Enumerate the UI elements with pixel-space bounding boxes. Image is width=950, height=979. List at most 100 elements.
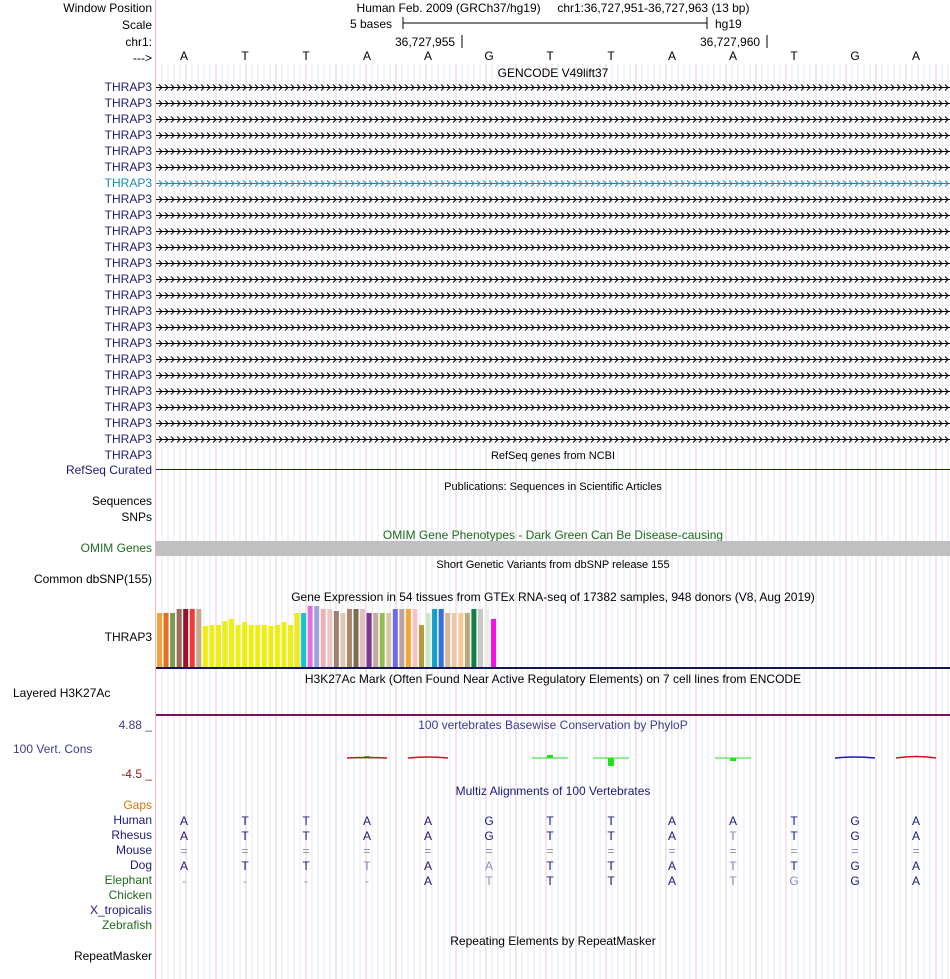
base-letter: G <box>484 49 494 63</box>
refseq-label[interactable]: RefSeq Curated <box>65 463 152 477</box>
gtex-tissue-bar <box>425 613 431 667</box>
scale-db: hg19 <box>715 17 742 31</box>
scale-ruler <box>402 17 768 48</box>
multiz-species-label[interactable]: Mouse <box>115 843 152 857</box>
gencode-transcript-label[interactable]: THRAP3 <box>104 144 152 158</box>
publications-snps-label[interactable]: SNPs <box>121 510 152 524</box>
gencode-transcript-label[interactable]: THRAP3 <box>104 336 152 350</box>
multiz-species-label[interactable]: Zebrafish <box>101 918 152 932</box>
multiz-base: T <box>790 859 798 873</box>
track-image[interactable]: Human Feb. 2009 (GRCh37/hg19) chr1:36,72… <box>156 0 950 979</box>
strand-chevrons <box>158 308 949 315</box>
gtex-tissue-bar <box>366 613 372 667</box>
gtex-tissue-bar <box>202 626 208 667</box>
phylop-curve <box>346 756 388 759</box>
gencode-transcript-label[interactable]: THRAP3 <box>104 96 152 110</box>
phylop-bar <box>547 755 553 758</box>
position-text: chr1:36,727,951-36,727,963 (13 bp) <box>557 1 750 15</box>
gencode-transcript-label[interactable]: THRAP3 <box>104 448 152 462</box>
repeatmasker-label[interactable]: RepeatMasker <box>73 949 152 963</box>
phylop-bar <box>608 758 614 766</box>
refseq-gene-line[interactable] <box>156 469 950 470</box>
multiz-base: T <box>790 814 798 828</box>
gencode-transcript-label[interactable]: THRAP3 <box>104 320 152 334</box>
gencode-transcript-label[interactable]: THRAP3 <box>104 432 152 446</box>
gtex-bar-chart[interactable] <box>156 600 950 670</box>
multiz-base: A <box>667 829 676 843</box>
multiz-base: A <box>423 814 432 828</box>
gencode-transcript-label[interactable]: THRAP3 <box>104 176 152 190</box>
multiz-base: = <box>363 844 371 858</box>
multiz-base: T <box>302 829 310 843</box>
label-divider <box>155 0 156 979</box>
multiz-species-label[interactable]: Human <box>113 813 152 827</box>
publications-title: Publications: Sequences in Scientific Ar… <box>444 481 662 493</box>
omim-title: OMIM Gene Phenotypes - Dark Green Can Be… <box>382 528 724 542</box>
gtex-tissue-bar <box>157 613 162 667</box>
h3k27ac-signal[interactable] <box>156 714 950 716</box>
gtex-tissue-bar <box>189 609 195 667</box>
gtex-tissue-bar <box>327 609 333 667</box>
gencode-transcript-label[interactable]: THRAP3 <box>104 272 152 286</box>
gencode-transcript-label[interactable]: THRAP3 <box>104 112 152 126</box>
gtex-tissue-bar <box>353 609 359 667</box>
gtex-gene-label[interactable]: THRAP3 <box>104 630 152 644</box>
refseq-title: RefSeq genes from NCBI <box>490 450 616 462</box>
gencode-transcripts[interactable] <box>156 80 950 450</box>
gencode-transcript-label[interactable]: THRAP3 <box>104 304 152 318</box>
multiz-species-label[interactable]: Dog <box>129 858 152 872</box>
omim-label[interactable]: OMIM Genes <box>80 541 152 555</box>
omim-gene-bar[interactable] <box>156 541 950 556</box>
gtex-tissue-bar <box>464 613 470 667</box>
gtex-tissue-bar <box>261 625 267 667</box>
multiz-base: T <box>790 829 798 843</box>
gencode-transcript-label[interactable]: THRAP3 <box>104 208 152 222</box>
gencode-transcript-label[interactable]: THRAP3 <box>104 240 152 254</box>
base-letter: T <box>241 49 249 63</box>
multiz-species-label[interactable]: Gaps <box>123 798 152 812</box>
gencode-transcript-label[interactable]: THRAP3 <box>104 160 152 174</box>
multiz-base: A <box>667 814 676 828</box>
gtex-tissue-bar <box>163 613 169 667</box>
gencode-transcript-label[interactable]: THRAP3 <box>104 128 152 142</box>
strand-label: ---> <box>133 51 152 65</box>
gencode-transcript-label[interactable]: THRAP3 <box>104 80 152 94</box>
multiz-base: = <box>241 844 249 858</box>
gencode-transcript-label[interactable]: THRAP3 <box>104 384 152 398</box>
cons-max-label: 4.88 _ <box>118 718 152 732</box>
gtex-tissue-bar <box>392 609 398 667</box>
gencode-transcript-label[interactable]: THRAP3 <box>104 352 152 366</box>
gtex-baseline <box>156 667 950 669</box>
gencode-transcript-label[interactable]: THRAP3 <box>104 192 152 206</box>
strand-chevrons <box>158 148 949 155</box>
gencode-transcript-label[interactable]: THRAP3 <box>104 256 152 270</box>
gencode-transcript-label[interactable]: THRAP3 <box>104 416 152 430</box>
multiz-base: A <box>179 829 188 843</box>
multiz-species-label[interactable]: Chicken <box>108 888 152 902</box>
h3k27ac-label[interactable]: Layered H3K27Ac <box>13 686 111 700</box>
multiz-base: A <box>362 814 371 828</box>
multiz-species-label[interactable]: Elephant <box>104 873 152 887</box>
gencode-transcript-label[interactable]: THRAP3 <box>104 368 152 382</box>
multiz-species-label[interactable]: Rhesus <box>111 828 152 842</box>
scale-label: Scale <box>121 18 152 32</box>
gencode-transcript-label[interactable]: THRAP3 <box>104 224 152 238</box>
gencode-transcript-label[interactable]: THRAP3 <box>104 288 152 302</box>
multiz-species-label[interactable]: X_tropicalis <box>89 903 152 917</box>
multiz-base: T <box>729 859 737 873</box>
phylop-plot[interactable] <box>156 738 950 778</box>
multiz-base: A <box>911 859 920 873</box>
gencode-transcript-label[interactable]: THRAP3 <box>104 400 152 414</box>
multiz-base: T <box>546 814 554 828</box>
publications-sequences-label[interactable]: Sequences <box>91 494 152 508</box>
multiz-base: - <box>182 874 186 888</box>
dbsnp-label[interactable]: Common dbSNP(155) <box>33 572 152 586</box>
multiz-base: T <box>241 814 249 828</box>
multiz-base: T <box>546 859 554 873</box>
phylop-curve <box>834 756 876 759</box>
cons-label[interactable]: 100 Vert. Cons <box>13 742 93 756</box>
strand-chevrons <box>158 276 949 283</box>
gtex-tissue-bar <box>215 625 221 667</box>
